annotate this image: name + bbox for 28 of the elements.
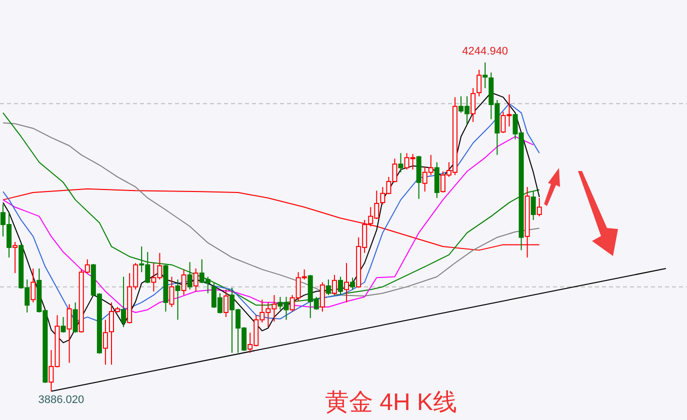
candlestick [338,276,343,295]
candlestick [482,62,488,89]
candlestick [320,282,325,312]
candlestick [181,268,186,296]
candlestick [398,152,404,173]
text: 黄金 4H K线 [325,388,458,418]
candlestick [476,69,482,97]
candlestick [326,279,331,296]
candlestick [60,316,66,334]
candlestick [12,241,18,274]
annotation: 3886.020 [38,394,84,406]
candlestick [121,276,126,328]
candlestick [536,197,542,217]
candlestick [470,88,476,122]
candlestick [350,277,356,290]
candlestick [187,262,192,290]
candlestick [332,274,337,296]
candlestick [72,302,78,334]
candlestick [169,276,174,308]
candlestick [175,279,180,320]
candlestick [223,289,228,318]
candlestick [102,319,108,366]
candlestick [30,268,36,303]
candlestick [530,191,536,220]
candlestick [193,268,198,292]
candlestick [66,304,72,364]
annotation: 4244.940 [462,45,508,58]
candlestick [344,262,350,303]
